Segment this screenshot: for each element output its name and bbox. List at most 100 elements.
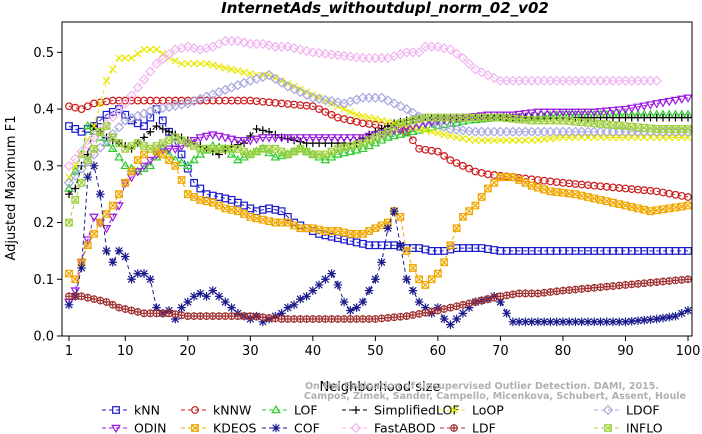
data-point (352, 238, 361, 247)
data-point (276, 77, 287, 88)
data-point (221, 64, 230, 72)
data-point (590, 133, 598, 142)
data-point (371, 274, 380, 284)
data-point (628, 133, 636, 142)
data-point (408, 116, 417, 125)
data-point (114, 202, 124, 211)
data-point (383, 218, 392, 227)
data-point (584, 133, 592, 142)
data-point (452, 314, 461, 324)
data-point (684, 125, 692, 133)
data-point (215, 312, 223, 320)
data-point (208, 286, 218, 295)
data-point (121, 110, 130, 119)
data-point (308, 149, 318, 158)
data-point (528, 290, 535, 297)
data-point (315, 225, 324, 234)
data-point (158, 116, 167, 125)
data-point (307, 92, 318, 103)
data-point (634, 204, 642, 213)
y-tick-label: 0.3 (33, 159, 54, 174)
data-point (552, 134, 561, 142)
data-point (665, 204, 674, 213)
data-point (401, 128, 412, 137)
data-point (615, 133, 623, 142)
data-point (77, 263, 86, 273)
data-point (271, 404, 281, 414)
data-point (207, 131, 218, 140)
data-point (290, 147, 298, 156)
data-point (333, 149, 343, 158)
data-point (408, 126, 418, 136)
data-point (534, 135, 542, 144)
x-tick-label: 40 (305, 344, 322, 359)
data-point (282, 81, 293, 92)
data-point (415, 115, 424, 123)
data-point (221, 297, 230, 307)
data-point (457, 125, 469, 136)
data-point (114, 246, 124, 256)
data-point (284, 79, 292, 88)
data-point (63, 177, 75, 188)
data-point (597, 283, 604, 291)
data-point (547, 288, 554, 296)
data-point (334, 315, 342, 323)
data-point (102, 77, 111, 85)
data-point (408, 286, 418, 295)
data-point (383, 127, 392, 136)
data-point (184, 59, 192, 68)
data-point (626, 104, 637, 114)
legend-label: kNNW (213, 403, 251, 418)
data-point (347, 315, 354, 323)
data-point (432, 41, 444, 52)
data-point (121, 144, 130, 153)
data-point (232, 154, 243, 164)
data-point (71, 103, 80, 112)
data-point (340, 105, 348, 113)
data-point (684, 133, 692, 142)
data-point (327, 110, 336, 119)
legend-item: kNN (102, 403, 160, 418)
data-point (546, 134, 555, 143)
data-point (409, 311, 417, 319)
data-point (651, 100, 662, 109)
data-point (315, 315, 323, 323)
legend-label: FastABOD (374, 421, 436, 434)
data-point (159, 50, 167, 58)
data-point (109, 65, 117, 74)
data-point (258, 317, 268, 327)
data-point (496, 136, 505, 145)
x-tick-label: 1 (65, 344, 73, 359)
data-point (352, 303, 361, 312)
legend-item: FastABOD (342, 421, 436, 434)
data-point (602, 317, 612, 327)
data-point (383, 128, 393, 137)
data-point (171, 57, 180, 65)
data-point (264, 134, 274, 143)
data-point (471, 201, 480, 210)
data-point (146, 127, 155, 136)
data-point (484, 295, 492, 303)
data-point (564, 108, 575, 118)
data-point (565, 133, 573, 142)
data-point (671, 311, 680, 321)
data-point (283, 150, 292, 159)
data-point (170, 145, 181, 154)
series-INFLO (65, 113, 692, 227)
data-point (272, 315, 279, 322)
data-point (596, 133, 605, 142)
data-point (664, 312, 674, 322)
data-point (202, 59, 211, 68)
data-point (239, 137, 249, 146)
data-point (515, 136, 523, 145)
data-point (313, 93, 325, 105)
data-point (120, 160, 131, 170)
data-point (389, 130, 399, 140)
data-point (77, 178, 86, 187)
data-point (520, 110, 531, 119)
data-point (372, 315, 379, 323)
data-point (89, 213, 99, 223)
data-point (439, 121, 450, 132)
data-point (107, 111, 118, 123)
data-point (214, 292, 224, 301)
